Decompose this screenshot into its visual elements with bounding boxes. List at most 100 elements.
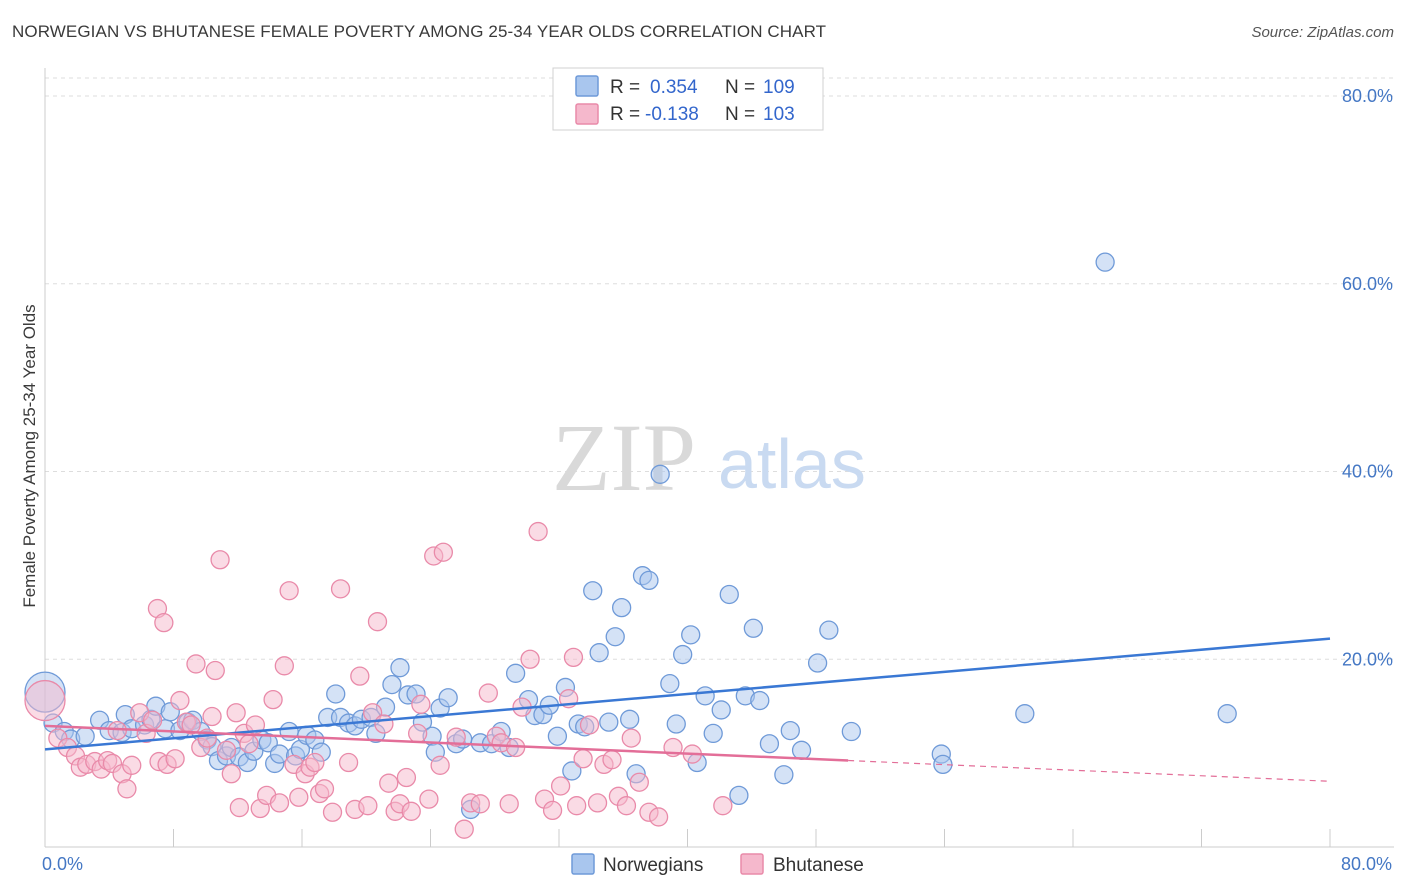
- point-bhutanese-43: [279, 581, 299, 601]
- legend-n-label-1: N =: [725, 77, 755, 98]
- point-bhutanese-85: [550, 776, 571, 796]
- legend-r-value-2: -0.138: [645, 104, 699, 125]
- y-tick-label-80: 80.0%: [1342, 86, 1393, 106]
- point-bhutanese-34: [229, 797, 250, 818]
- point-norwegians-67: [547, 726, 568, 746]
- axis-layer: 20.0% 40.0% 60.0% 80.0% 0.0% 80.0%: [42, 68, 1394, 874]
- point-norwegians-76: [611, 597, 632, 618]
- point-bhutanese-96: [621, 728, 641, 748]
- point-norwegians-96: [774, 765, 794, 785]
- point-norwegians-95: [759, 734, 780, 754]
- legend-swatch-bhutanese: [575, 103, 599, 125]
- legend-r-label-2: R =: [610, 104, 640, 125]
- point-bhutanese-0: [24, 679, 66, 722]
- point-bhutanese-90: [579, 715, 600, 735]
- point-bhutanese-16: [142, 710, 163, 730]
- point-bhutanese-36: [239, 734, 259, 754]
- point-bhutanese-51: [322, 802, 343, 822]
- bottom-legend-bhutanese: Bhutanese: [773, 855, 864, 876]
- point-norwegians-87: [695, 686, 715, 706]
- point-norwegians-72: [583, 581, 603, 601]
- legend-r-label-1: R =: [610, 77, 640, 98]
- point-bhutanese-66: [411, 694, 431, 714]
- point-bhutanese-63: [396, 767, 417, 788]
- point-bhutanese-74: [470, 794, 490, 814]
- y-tick-label-40: 40.0%: [1342, 462, 1393, 482]
- legend-n-value-1: 109: [763, 77, 795, 98]
- point-bhutanese-25: [186, 654, 206, 674]
- bottom-legend-swatch-bhutanese: [740, 853, 764, 875]
- point-norwegians-4: [75, 726, 95, 746]
- point-bhutanese-91: [587, 793, 608, 813]
- points-layer: [24, 252, 1237, 839]
- point-bhutanese-24: [181, 715, 201, 735]
- point-bhutanese-71: [446, 727, 466, 747]
- point-norwegians-105: [1095, 252, 1115, 272]
- point-norwegians-69: [562, 761, 582, 781]
- point-bhutanese-29: [205, 660, 225, 681]
- point-bhutanese-58: [367, 612, 388, 632]
- point-norwegians-46: [382, 674, 402, 695]
- point-norwegians-100: [819, 620, 839, 640]
- point-bhutanese-12: [117, 779, 137, 799]
- point-bhutanese-93: [602, 750, 622, 770]
- point-norwegians-90: [719, 584, 739, 605]
- top-legend: R = 0.354 N = 109 R = -0.138 N = 103: [552, 67, 824, 131]
- point-norwegians-93: [743, 618, 764, 638]
- legend-swatch-norwegians: [575, 75, 599, 97]
- point-norwegians-97: [780, 720, 800, 741]
- point-bhutanese-13: [122, 755, 142, 775]
- source-credit: Source: ZipAtlas.com: [1251, 24, 1394, 41]
- point-norwegians-75: [605, 627, 625, 647]
- point-bhutanese-21: [165, 749, 185, 769]
- y-tick-label-20: 20.0%: [1342, 649, 1393, 669]
- point-norwegians-94: [750, 690, 770, 711]
- trendline-norwegians: [44, 637, 1331, 751]
- point-bhutanese-95: [616, 796, 637, 816]
- x-tick-label-max: 80.0%: [1341, 854, 1392, 874]
- bottom-legend-norwegians: Norwegians: [603, 855, 703, 876]
- point-norwegians-83: [666, 714, 686, 734]
- point-bhutanese-102: [713, 796, 733, 816]
- watermark: ZIP atlas: [552, 404, 866, 511]
- legend-n-label-2: N =: [725, 104, 755, 125]
- point-bhutanese-84: [542, 800, 563, 821]
- point-bhutanese-81: [520, 649, 540, 669]
- point-bhutanese-82: [528, 521, 548, 542]
- point-bhutanese-40: [263, 689, 283, 710]
- bottom-legend-swatch-norwegians: [571, 853, 595, 875]
- point-norwegians-74: [599, 712, 619, 732]
- point-bhutanese-70: [433, 542, 454, 562]
- point-norwegians-38: [326, 684, 346, 704]
- point-bhutanese-32: [221, 764, 241, 784]
- point-bhutanese-89: [573, 749, 593, 769]
- point-bhutanese-41: [269, 793, 290, 813]
- trendline-bhutanese: [44, 724, 849, 762]
- point-norwegians-89: [711, 700, 731, 720]
- point-bhutanese-67: [419, 789, 439, 809]
- point-bhutanese-87: [563, 647, 584, 668]
- point-bhutanese-33: [226, 703, 246, 723]
- point-norwegians-84: [673, 644, 693, 665]
- point-bhutanese-78: [499, 794, 519, 814]
- point-bhutanese-19: [154, 612, 174, 633]
- watermark-zip: ZIP: [552, 404, 696, 511]
- point-bhutanese-45: [289, 787, 309, 807]
- point-bhutanese-28: [202, 706, 222, 727]
- point-bhutanese-60: [379, 773, 399, 793]
- point-norwegians-54: [438, 688, 458, 708]
- point-bhutanese-55: [350, 666, 370, 686]
- point-bhutanese-31: [216, 740, 237, 760]
- point-norwegians-82: [660, 674, 680, 694]
- point-bhutanese-50: [314, 779, 335, 799]
- legend-n-value-2: 103: [763, 104, 795, 125]
- point-bhutanese-97: [629, 772, 649, 792]
- point-bhutanese-53: [338, 752, 359, 773]
- point-bhutanese-52: [330, 579, 351, 599]
- y-tick-label-60: 60.0%: [1342, 274, 1393, 294]
- point-bhutanese-88: [567, 796, 587, 816]
- trendline-bhutanese-extension: [848, 759, 1331, 782]
- y-axis-label: Female Poverty Among 25-34 Year Olds: [20, 304, 39, 607]
- point-bhutanese-56: [358, 796, 378, 816]
- point-bhutanese-48: [305, 752, 325, 773]
